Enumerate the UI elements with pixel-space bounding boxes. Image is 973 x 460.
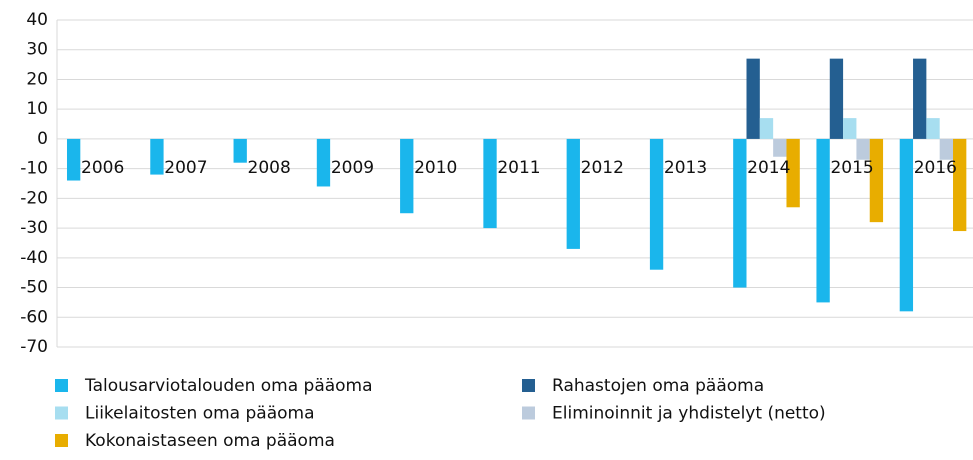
bar <box>746 58 760 139</box>
y-tick-label: -40 <box>20 248 48 268</box>
legend-label: Talousarviotalouden oma pääoma <box>84 376 373 396</box>
bar <box>759 118 774 139</box>
x-tick-label: 2014 <box>747 158 790 178</box>
bar <box>843 118 857 139</box>
bar <box>233 138 247 163</box>
x-tick-label: 2012 <box>581 158 624 178</box>
y-tick-label: -20 <box>20 188 48 208</box>
bar <box>786 138 800 208</box>
legend-swatch <box>55 434 68 447</box>
y-tick-label: 0 <box>37 129 48 149</box>
bar <box>869 138 884 223</box>
y-tick-label: 40 <box>26 10 48 30</box>
bar <box>400 138 414 214</box>
y-tick-label: -60 <box>20 307 48 327</box>
bar <box>566 138 580 249</box>
bar <box>856 138 870 160</box>
bar <box>816 138 830 303</box>
y-tick-label: -50 <box>20 278 48 298</box>
x-tick-label: 2013 <box>664 158 707 178</box>
x-tick-label: 2008 <box>248 158 291 178</box>
bar <box>150 138 164 175</box>
y-tick-label: -70 <box>20 337 48 357</box>
y-tick-label: 10 <box>26 99 48 119</box>
y-tick-label: 20 <box>26 69 48 89</box>
bar <box>649 138 664 270</box>
x-tick-label: 2007 <box>164 158 207 178</box>
legend-label: Rahastojen oma pääoma <box>552 376 764 396</box>
bar <box>773 138 787 157</box>
legend-swatch <box>55 379 68 392</box>
legend-swatch <box>522 379 535 392</box>
y-tick-label: -30 <box>20 218 48 238</box>
bar <box>926 118 940 139</box>
x-tick-label: 2016 <box>914 158 957 178</box>
legend-swatch <box>55 406 68 420</box>
legend-label: Liikelaitosten oma pääoma <box>85 404 315 424</box>
x-tick-label: 2011 <box>497 158 540 178</box>
y-tick-label: 30 <box>26 40 48 60</box>
bar <box>953 138 967 232</box>
y-tick-label: -10 <box>20 159 48 179</box>
legend-label: Eliminoinnit ja yhdistelyt (netto) <box>552 404 826 424</box>
x-tick-label: 2009 <box>331 158 374 178</box>
x-tick-label: 2010 <box>414 158 457 178</box>
bar <box>316 138 331 187</box>
bar <box>913 58 927 139</box>
bar <box>66 138 81 181</box>
bar <box>733 138 747 288</box>
bar <box>483 138 497 229</box>
x-tick-label: 2015 <box>830 158 873 178</box>
legend-label: Kokonaistaseen oma pääoma <box>85 431 335 451</box>
x-tick-label: 2006 <box>81 158 124 178</box>
legend-swatch <box>522 406 535 420</box>
bar <box>939 138 954 160</box>
bar <box>899 138 914 312</box>
bar <box>829 58 844 139</box>
